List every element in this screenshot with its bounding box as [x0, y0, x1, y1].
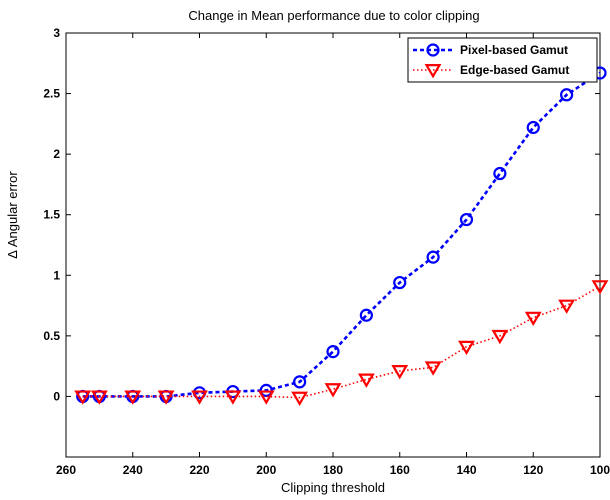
data-point [458, 340, 475, 356]
data-point [324, 383, 342, 398]
data-point [391, 365, 409, 380]
data-point [357, 373, 375, 388]
data-point [90, 390, 108, 405]
data-point [124, 390, 142, 405]
data-point [293, 375, 307, 389]
x-tick-label: 260 [56, 463, 76, 477]
data-point [191, 390, 208, 405]
data-point [524, 311, 542, 327]
series-line [82, 71, 601, 398]
y-tick-label: 2 [53, 147, 60, 161]
y-tick-label: 3 [53, 26, 60, 40]
legend: Pixel-based Gamut Edge-based Gamut [407, 37, 598, 83]
x-tick-label: 240 [123, 463, 143, 477]
data-point [259, 383, 273, 397]
legend-label: Pixel-based Gamut [460, 43, 568, 57]
data-point [526, 120, 540, 135]
y-tick-label: 1 [53, 268, 60, 282]
data-point [426, 250, 440, 264]
data-point [560, 88, 574, 102]
x-tick-label: 200 [256, 463, 276, 477]
x-tick-label: 100 [590, 463, 610, 477]
data-point [326, 345, 340, 359]
data-point [491, 329, 509, 345]
series-1 [76, 66, 607, 404]
y-axis-label: Δ Angular error [5, 171, 20, 259]
data-point [459, 212, 474, 227]
data-point [224, 390, 242, 405]
x-axis-label: Clipping threshold [281, 480, 385, 495]
legend-marker [426, 43, 440, 57]
x-tick-label: 160 [390, 463, 410, 477]
x-tick-label: 120 [523, 463, 543, 477]
y-tick-label: 0.5 [43, 329, 60, 343]
x-tick-label: 180 [323, 463, 343, 477]
data-point [493, 166, 507, 181]
legend-box [407, 37, 598, 83]
x-tick-label: 140 [456, 463, 476, 477]
legend-label: Edge-based Gamut [460, 63, 569, 77]
data-point [291, 391, 309, 406]
y-tick-label: 1.5 [43, 208, 60, 222]
chart-title: Change in Mean performance due to color … [188, 8, 479, 23]
data-point [591, 280, 609, 295]
data-point [74, 390, 92, 405]
data-point [157, 390, 175, 405]
data-point [257, 390, 275, 405]
x-tick-label: 220 [189, 463, 209, 477]
y-tick-label: 2.5 [43, 87, 60, 101]
data-point [424, 361, 442, 376]
y-tick-label: 0 [53, 389, 60, 403]
plot-area: 260 240 220 200 180 160 140 120 100 0 0.5 1 1.5 2 2.5 3 [43, 26, 610, 477]
series-line [82, 285, 601, 399]
data-point [393, 275, 407, 290]
series-2 [74, 280, 609, 406]
data-point [359, 308, 373, 322]
legend-marker [424, 64, 442, 79]
data-point [558, 299, 576, 314]
